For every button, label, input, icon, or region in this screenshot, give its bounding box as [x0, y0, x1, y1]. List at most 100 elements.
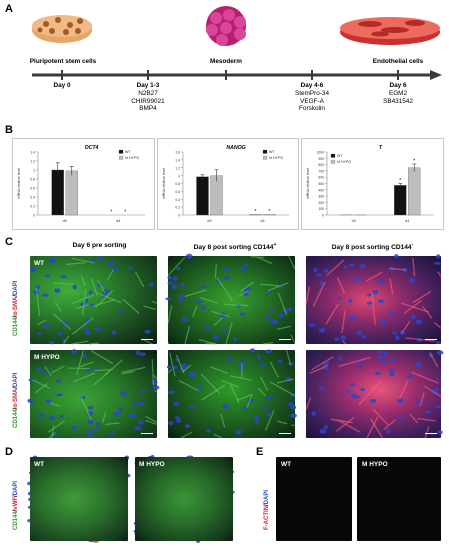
- nucleus: [195, 300, 202, 304]
- nucleus: [318, 328, 326, 333]
- fiber: [277, 420, 288, 425]
- fiber: [389, 278, 394, 295]
- nucleus: [414, 361, 422, 368]
- nucleus: [176, 418, 182, 423]
- nucleus: [140, 389, 146, 393]
- fiber: [95, 290, 114, 308]
- nucleus: [432, 387, 440, 392]
- fiber: [270, 381, 295, 397]
- nucleus: [356, 278, 363, 282]
- nucleus: [200, 285, 206, 289]
- legend-label: M HYPO: [125, 156, 139, 160]
- nucleus: [411, 314, 416, 320]
- fiber: [236, 394, 252, 401]
- nucleus: [256, 354, 261, 360]
- scale-bar: [279, 339, 291, 340]
- nucleus: [435, 404, 441, 409]
- fiber: [121, 366, 146, 373]
- nucleus: [176, 266, 181, 271]
- nucleus: [267, 290, 273, 294]
- fiber: [311, 356, 334, 371]
- nucleus: [148, 282, 155, 287]
- fiber: [88, 342, 100, 345]
- nucleus: [311, 411, 316, 416]
- fiber: [72, 294, 95, 304]
- nucleus: [166, 365, 171, 369]
- fiber: [180, 431, 193, 439]
- nucleus: [318, 386, 325, 391]
- nucleus: [334, 337, 340, 342]
- nucleus: [168, 420, 174, 426]
- fiber: [305, 286, 311, 306]
- fiber: [178, 379, 199, 392]
- nucleus: [232, 337, 238, 341]
- nucleus: [222, 330, 228, 334]
- fiber: [338, 356, 371, 367]
- fiber: [35, 383, 48, 394]
- label-c-wt: WT: [34, 260, 45, 267]
- y-tick-label: 200: [318, 201, 324, 205]
- fiber: [400, 302, 430, 313]
- nucleus: [371, 290, 379, 295]
- nucleus: [60, 275, 67, 279]
- fiber: [412, 258, 416, 277]
- nucleus: [254, 420, 259, 424]
- fiber: [63, 335, 70, 345]
- fiber: [198, 338, 216, 345]
- fiber: [419, 392, 425, 407]
- fiber: [200, 373, 220, 394]
- fiber: [54, 302, 62, 312]
- significance-star: *: [269, 209, 271, 215]
- nucleus: [48, 415, 55, 421]
- fiber: [337, 419, 361, 433]
- nucleus: [259, 363, 266, 367]
- nucleus: [85, 430, 92, 434]
- fiber: [366, 416, 379, 438]
- day-0-label: Day 0: [53, 82, 71, 89]
- fiber: [288, 255, 296, 270]
- nucleus: [380, 319, 388, 325]
- y-tick-label: 1.2: [175, 166, 180, 170]
- nucleus: [223, 268, 230, 272]
- significance-star: *: [413, 158, 415, 164]
- fiber: [263, 342, 274, 345]
- fiber: [47, 420, 66, 433]
- nucleus: [71, 349, 77, 355]
- nucleus: [377, 350, 382, 355]
- fiber: [167, 369, 173, 373]
- fiber: [90, 277, 98, 297]
- nucleus: [168, 390, 175, 395]
- nucleus: [377, 356, 384, 360]
- y-tick-label: 800: [318, 163, 324, 167]
- nucleus: [44, 274, 50, 278]
- nucleus: [59, 414, 64, 418]
- fiber: [184, 289, 207, 298]
- nucleus: [181, 363, 189, 369]
- fiber: [211, 310, 230, 318]
- nucleus: [264, 314, 270, 320]
- nucleus: [138, 420, 144, 425]
- fiber: [358, 379, 382, 406]
- fiber: [153, 374, 158, 380]
- nucleus: [348, 298, 353, 304]
- fiber: [104, 359, 124, 376]
- nucleus: [266, 396, 273, 400]
- nucleus: [55, 393, 63, 397]
- fiber: [175, 354, 185, 374]
- micrograph-d-wt: [30, 457, 128, 541]
- fiber: [76, 304, 89, 309]
- fiber: [221, 380, 239, 388]
- fiber: [94, 369, 113, 372]
- fiber: [192, 305, 198, 318]
- y-tick-label: 0: [322, 214, 324, 218]
- nucleus: [433, 261, 441, 265]
- fiber: [151, 359, 155, 386]
- x-tick-label: d4: [116, 219, 120, 223]
- nucleus: [119, 390, 128, 396]
- panel-letter-d: D: [5, 446, 13, 458]
- nucleus: [360, 388, 366, 392]
- fiber: [417, 417, 436, 422]
- chart-oct4-frame: [12, 138, 155, 230]
- nucleus: [110, 261, 117, 265]
- nucleus: [338, 356, 343, 362]
